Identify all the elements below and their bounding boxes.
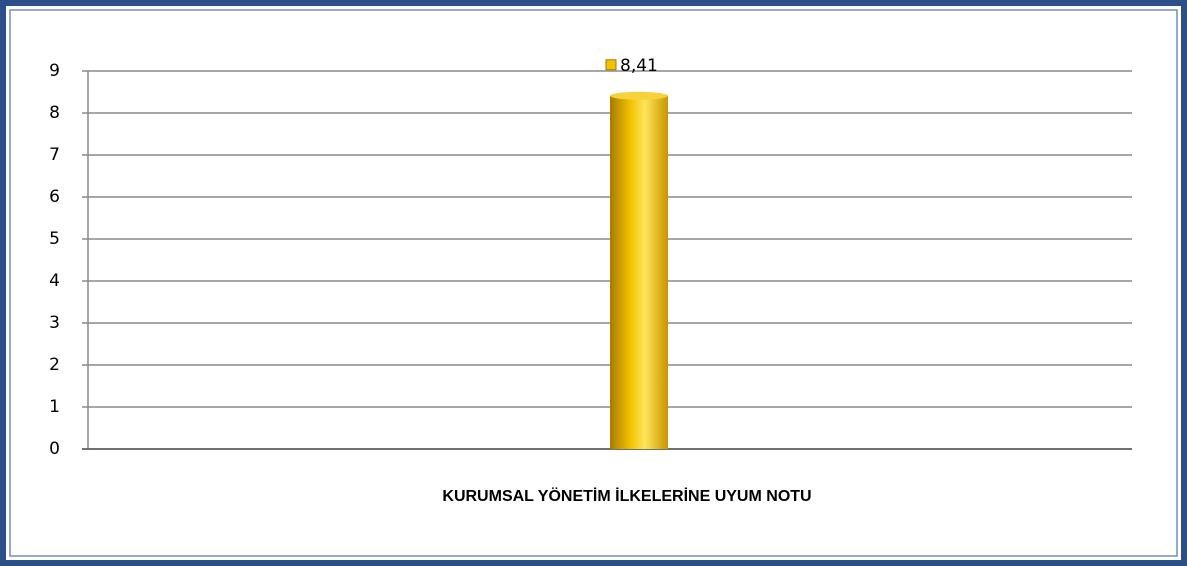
y-tick-label: 8 [49, 103, 60, 123]
x-category-label: KURUMSAL YÖNETİM İLKELERİNE UYUM NOTU [442, 486, 811, 505]
value-label: 8,41 [620, 56, 658, 76]
legend-key [605, 59, 617, 71]
y-tick-label: 2 [49, 355, 60, 375]
y-tick-label: 3 [49, 313, 60, 333]
y-tick-label: 4 [49, 271, 60, 291]
inner-frame [9, 9, 1178, 557]
y-tick-label: 5 [49, 229, 60, 249]
bar [610, 95, 668, 449]
bar-top [610, 91, 668, 100]
y-tick-label: 1 [49, 397, 60, 417]
y-tick-label: 6 [49, 187, 60, 207]
y-tick-label: 0 [49, 439, 60, 459]
y-tick-label: 7 [49, 145, 60, 165]
y-tick-label: 9 [49, 61, 60, 81]
